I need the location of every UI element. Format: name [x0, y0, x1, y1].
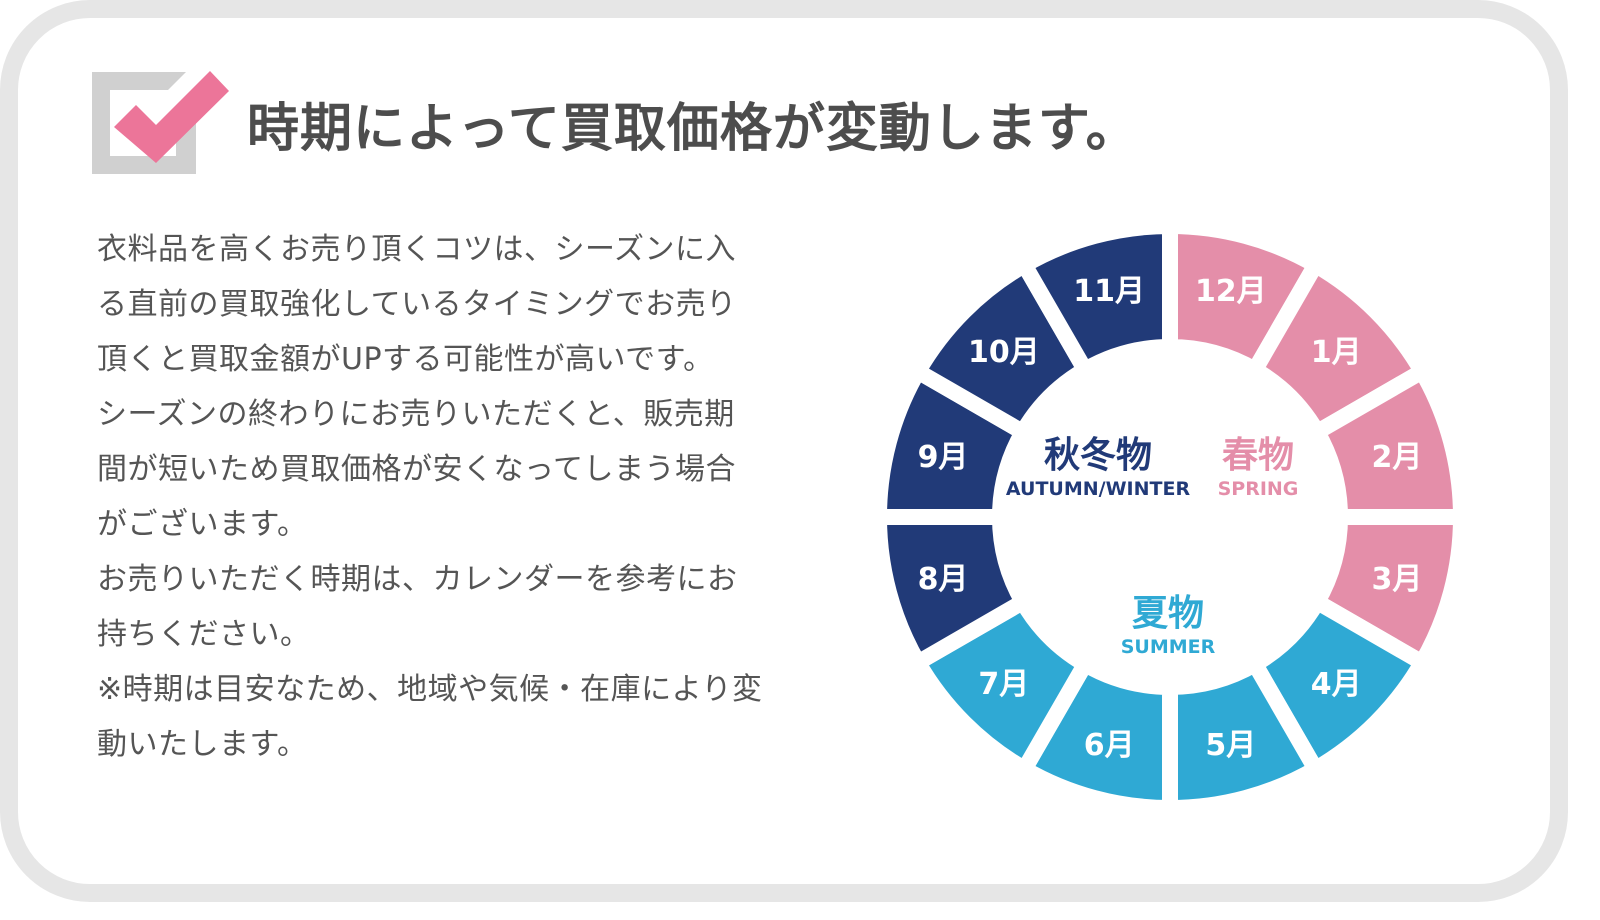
description-line: 衣料品を高くお売り頂くコツは、シーズンに入	[97, 232, 736, 267]
month-label: 5月	[1205, 728, 1256, 763]
description-line: 持ちください。	[97, 617, 311, 652]
description-line: る直前の買取強化しているタイミングでお売り	[97, 287, 737, 322]
month-label: 7月	[978, 667, 1029, 702]
month-label: 8月	[918, 562, 969, 597]
info-card	[0, 0, 1568, 902]
spring-en-label: SPRING	[1218, 478, 1299, 500]
description: 衣料品を高くお売り頂くコツは、シーズンに入 る直前の買取強化しているタイミングで…	[97, 222, 817, 772]
month-label: 3月	[1372, 562, 1423, 597]
summer-label: 夏物	[1132, 593, 1204, 634]
season-calendar-wheel: 12月 1月 2月 3月 4月 5月 6月 7月 8月 9月 10月 11月 秋冬物 AUTUMN/W…	[870, 217, 1470, 817]
month-label: 12月	[1195, 274, 1267, 309]
description-line: 動いたします。	[97, 727, 308, 762]
autumn-winter-en-label: AUTUMN/WINTER	[1006, 478, 1191, 500]
description-line: 頂くと買取金額がUPする可能性が高いです。	[97, 342, 714, 377]
page-title: 時期によって買取価格が変動します。	[247, 99, 1139, 159]
autumn-winter-label: 秋冬物	[1044, 435, 1152, 476]
month-label: 11月	[1073, 274, 1145, 309]
description-line: 間が短いため買取価格が安くなってしまう場合	[97, 452, 736, 487]
description-line: シーズンの終わりにお売りいただくと、販売期	[97, 397, 735, 432]
month-segment	[1013, 217, 1178, 381]
description-line: ※時期は目安なため、地域や気候・在庫により変	[97, 672, 763, 707]
month-label: 9月	[918, 440, 969, 475]
month-label: 2月	[1372, 440, 1423, 475]
description-line: がございます。	[97, 507, 308, 542]
month-label: 4月	[1311, 667, 1362, 702]
spring-label: 春物	[1222, 435, 1294, 476]
month-label: 1月	[1311, 335, 1362, 370]
month-label: 10月	[968, 335, 1040, 370]
description-line: お売りいただく時期は、カレンダーを参考にお	[97, 562, 738, 597]
checkbox-check-icon	[92, 71, 229, 174]
summer-en-label: SUMMER	[1121, 636, 1216, 658]
month-label: 6月	[1084, 728, 1135, 763]
